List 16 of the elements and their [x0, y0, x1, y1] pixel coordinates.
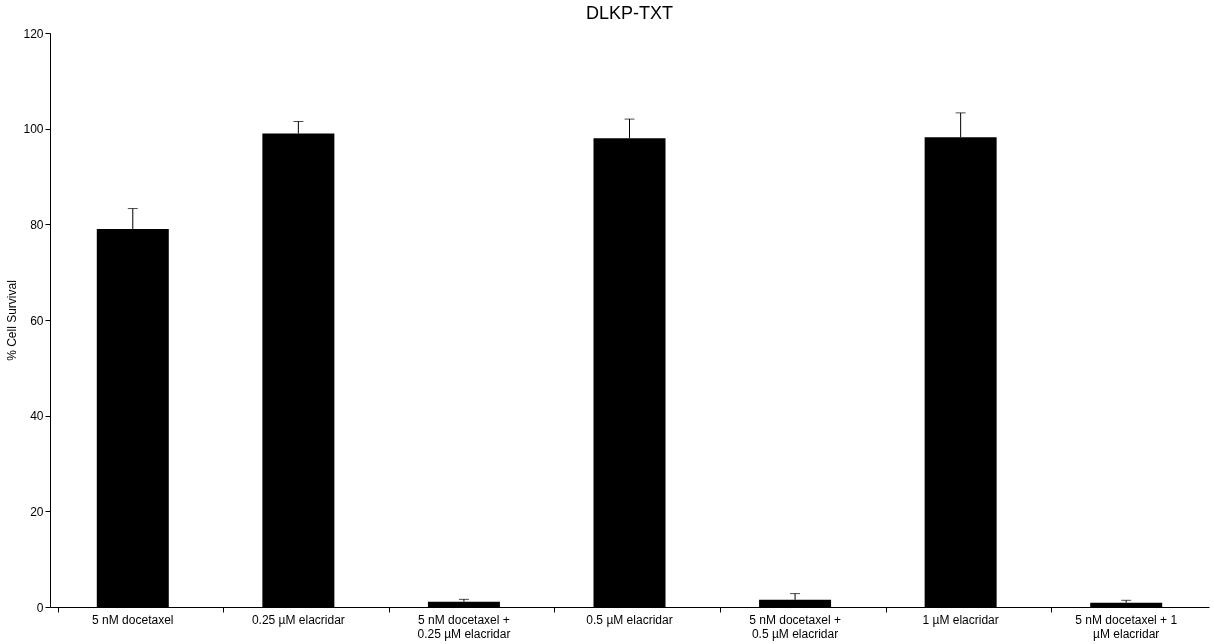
x-tick-label: 0.25 µM elacridar	[251, 612, 345, 627]
y-tick-label: 0	[36, 600, 44, 615]
x-tick-label: 0.5 µM elacridar	[586, 612, 673, 627]
x-tick-label: 5 nM docetaxel + 0.25 µM elacridar	[417, 612, 511, 641]
x-tick-label: 5 nM docetaxel + 1 µM elacridar	[1075, 612, 1178, 641]
chart-title: DLKP-TXT	[585, 3, 674, 23]
y-tick-label: 80	[30, 217, 44, 232]
y-axis-title: % Cell Survival	[5, 280, 20, 361]
y-tick-label: 120	[23, 26, 44, 41]
y-tick-label: 20	[30, 504, 44, 519]
x-tick-label: 5 nM docetaxel + 0.5 µM elacridar	[749, 612, 841, 641]
y-tick-label: 100	[23, 122, 44, 137]
y-tick-label: 40	[30, 409, 44, 424]
x-tick-label: 5 nM docetaxel	[92, 612, 174, 627]
y-tick-label: 60	[30, 313, 44, 328]
x-tick-label: 1 µM elacridar	[922, 612, 999, 627]
